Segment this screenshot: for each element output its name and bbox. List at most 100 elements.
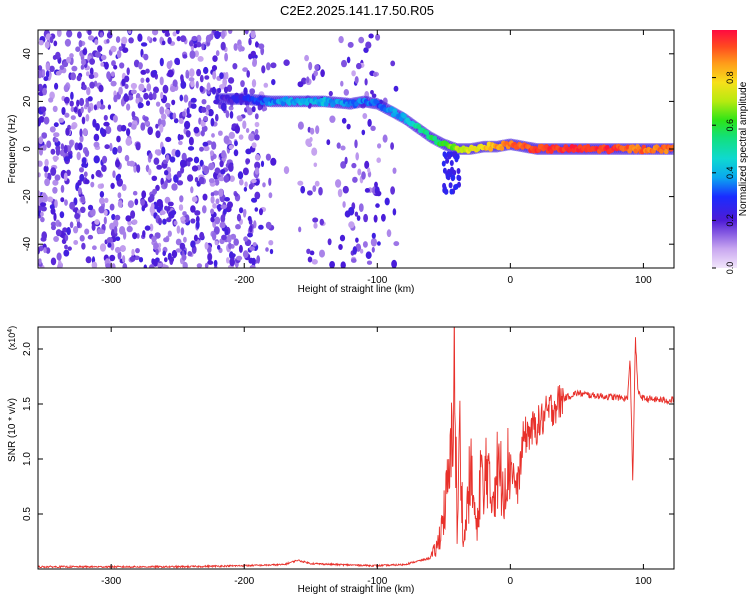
noise-speck [161, 30, 166, 34]
noise-speck [64, 96, 70, 104]
noise-speck [335, 179, 342, 188]
noise-speck [38, 136, 44, 145]
noise-speck [180, 35, 187, 43]
snr-y-label: SNR (10 * v/v) [7, 398, 18, 462]
noise-speck [115, 36, 121, 43]
noise-speck [243, 236, 249, 242]
noise-speck [393, 85, 399, 92]
noise-speck [326, 139, 331, 146]
noise-speck [214, 240, 219, 246]
noise-speck [60, 184, 65, 193]
noise-speck [209, 150, 214, 157]
noise-speck [339, 234, 346, 242]
noise-speck [127, 200, 134, 209]
noise-speck [361, 171, 366, 180]
noise-speck [131, 89, 137, 95]
noise-speck [66, 56, 72, 64]
noise-speck [153, 157, 160, 165]
noise-speck [152, 188, 158, 195]
noise-speck [271, 79, 276, 86]
noise-speck [42, 69, 46, 77]
noise-speck [176, 36, 181, 42]
noise-speck [180, 80, 187, 89]
noise-speck [86, 87, 91, 96]
noise-speck [77, 187, 82, 195]
noise-speck [370, 237, 377, 247]
noise-speck [190, 218, 196, 224]
noise-speck [90, 181, 95, 188]
noise-speck [196, 68, 202, 77]
noise-speck [159, 106, 165, 115]
noise-speck [253, 220, 257, 229]
noise-speck [188, 77, 195, 82]
noise-speck [93, 104, 98, 111]
noise-speck [38, 40, 44, 46]
noise-speck [233, 149, 239, 157]
noise-speck [81, 58, 86, 66]
noise-speck [128, 30, 132, 34]
noise-speck [89, 67, 94, 75]
noise-speck [254, 41, 259, 48]
plume-point [442, 151, 447, 158]
noise-speck [149, 193, 155, 202]
noise-speck [226, 234, 232, 243]
noise-speck [105, 263, 112, 268]
noise-speck [191, 35, 198, 42]
noise-speck [63, 156, 70, 162]
noise-speck [219, 221, 226, 229]
noise-speck [226, 84, 233, 93]
noise-speck [101, 164, 107, 172]
noise-speck [153, 86, 159, 94]
noise-speck [68, 153, 73, 159]
noise-speck [179, 195, 184, 203]
noise-speck [283, 59, 290, 66]
noise-speck [224, 197, 231, 202]
noise-speck [82, 128, 88, 137]
noise-speck [100, 183, 104, 189]
noise-speck [132, 232, 138, 240]
noise-speck [178, 118, 184, 124]
noise-speck [234, 192, 239, 197]
noise-speck [244, 181, 248, 188]
noise-speck [365, 41, 372, 49]
noise-speck [172, 79, 178, 88]
noise-speck [60, 143, 65, 150]
noise-speck [99, 197, 105, 205]
noise-speck [87, 204, 94, 211]
x-tick-label: -100 [367, 275, 387, 286]
noise-speck [187, 251, 193, 257]
noise-speck [218, 176, 225, 182]
noise-speck [199, 146, 204, 152]
noise-speck [112, 115, 118, 123]
noise-speck [215, 50, 220, 57]
noise-speck [210, 195, 215, 204]
colorbar-axis: 0.0 0.2 0.4 0.6 0.8 [712, 71, 735, 274]
noise-speck [121, 184, 127, 191]
x-tick-label: 0 [508, 275, 514, 286]
noise-speck [190, 97, 197, 103]
noise-speck [91, 223, 96, 231]
plume-point [451, 174, 456, 181]
noise-speck [336, 142, 341, 149]
noise-speck [247, 215, 252, 222]
noise-speck [92, 245, 97, 250]
noise-speck [228, 163, 234, 172]
plume-point [445, 173, 450, 180]
noise-speck [248, 183, 254, 190]
noise-speck [196, 34, 202, 43]
noise-speck [64, 234, 69, 241]
noise-speck [221, 150, 227, 159]
noise-speck [152, 37, 157, 42]
noise-speck [371, 93, 377, 98]
noise-speck [327, 238, 332, 246]
noise-speck [328, 90, 333, 97]
noise-speck [179, 94, 184, 102]
snr-x-label: Height of straight line (km) [298, 584, 415, 595]
noise-speck [150, 202, 155, 210]
noise-speck [38, 70, 43, 79]
noise-speck [390, 60, 396, 67]
noise-speck [354, 76, 359, 84]
noise-speck [252, 242, 257, 247]
noise-speck [52, 105, 58, 113]
noise-speck [107, 104, 111, 110]
